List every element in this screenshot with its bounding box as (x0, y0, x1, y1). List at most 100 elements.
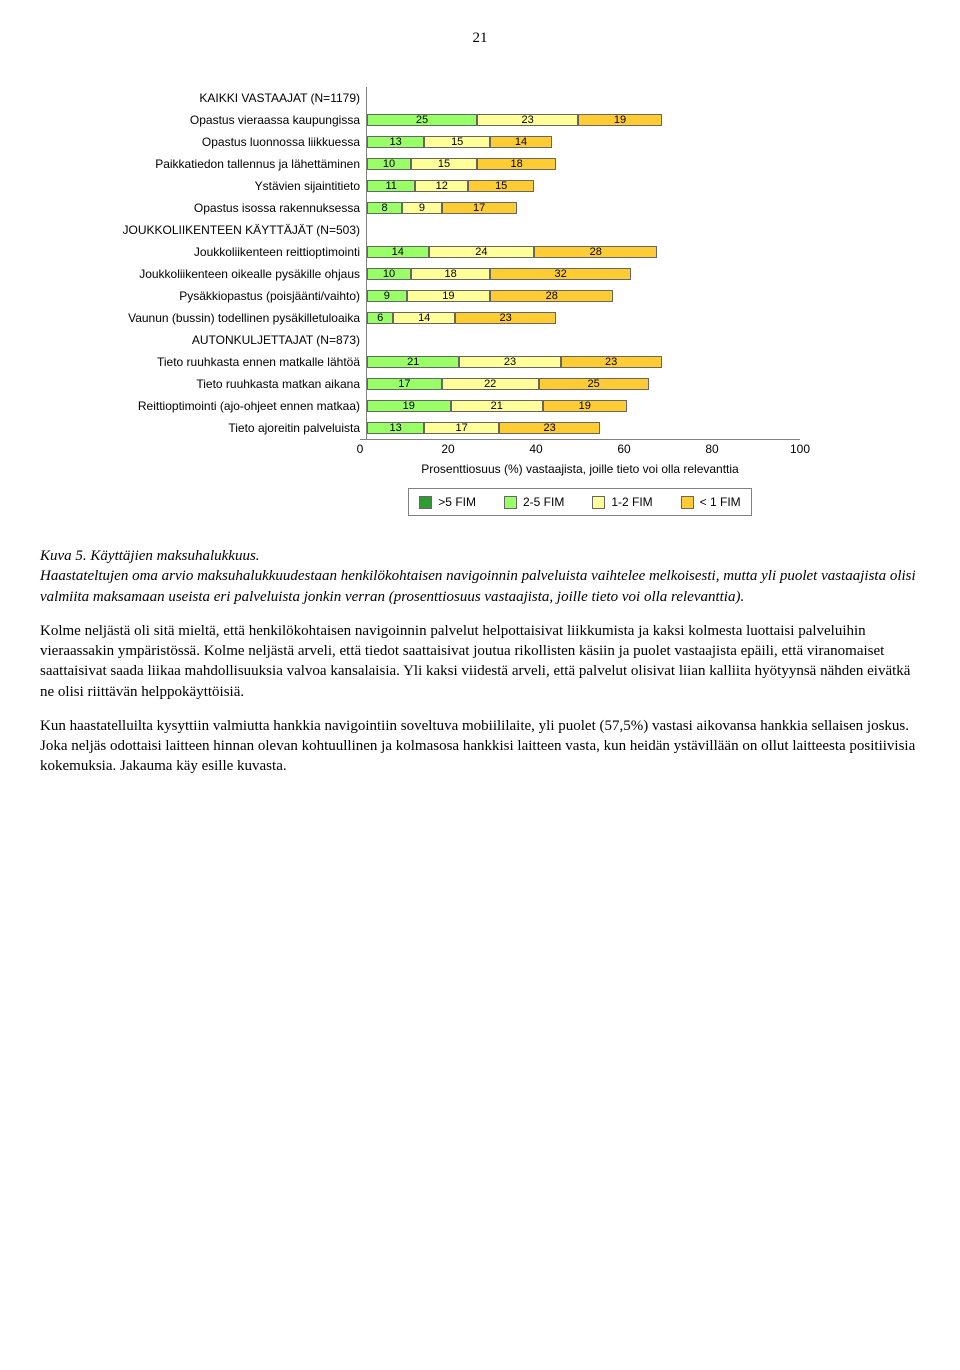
chart-bar-area: 192119 (366, 395, 807, 417)
legend-label: >5 FIM (438, 495, 476, 509)
chart-bar-row: Ystävien sijaintitieto111215 (100, 175, 820, 197)
chart-legend: >5 FIM 2-5 FIM 1-2 FIM < 1 FIM (408, 488, 751, 516)
chart-bar-area: 172225 (366, 373, 807, 395)
chart-bar-area: 212323 (366, 351, 807, 373)
chart-bar-row: Tieto ruuhkasta ennen matkalle lähtöä212… (100, 351, 820, 373)
chart-row-label: Joukkoliikenteen reittioptimointi (100, 245, 366, 259)
caption-body: Haastateltujen oma arvio maksuhalukkuude… (40, 568, 916, 604)
legend-label: < 1 FIM (700, 495, 741, 509)
bar-segment: 10 (367, 268, 411, 280)
chart-row-label: Pysäkkiopastus (poisjäänti/vaihto) (100, 289, 366, 303)
chart-bar-area (366, 219, 807, 241)
bar-segment: 25 (367, 114, 477, 126)
legend-swatch (419, 496, 432, 509)
legend-item: >5 FIM (419, 495, 476, 509)
x-axis: 020406080100 (360, 439, 800, 458)
chart-bar-row: Tieto ruuhkasta matkan aikana172225 (100, 373, 820, 395)
bar-segment: 24 (429, 246, 535, 258)
chart-bar-row: Joukkoliikenteen oikealle pysäkille ohja… (100, 263, 820, 285)
bar-segment: 14 (490, 136, 552, 148)
bar-segment: 11 (367, 180, 415, 192)
chart-bar-area: 61423 (366, 307, 807, 329)
bar-segment: 21 (367, 356, 459, 368)
legend-label: 1-2 FIM (611, 495, 652, 509)
x-axis-title: Prosenttiosuus (%) vastaajista, joille t… (360, 462, 800, 476)
chart-bar-row: Opastus luonnossa liikkuessa131514 (100, 131, 820, 153)
legend-swatch (504, 496, 517, 509)
bar-segment: 13 (367, 136, 424, 148)
bar-segment: 28 (534, 246, 657, 258)
legend-swatch (592, 496, 605, 509)
legend-swatch (681, 496, 694, 509)
chart-row-label: Opastus vieraassa kaupungissa (100, 113, 366, 127)
bar-segment: 8 (367, 202, 402, 214)
chart-bar-area: 252319 (366, 109, 807, 131)
bar-segment: 17 (367, 378, 442, 390)
chart-bar-area (366, 329, 807, 351)
figure-caption: Kuva 5. Käyttäjien maksuhalukkuus. Haast… (40, 546, 920, 607)
x-tick-label: 20 (441, 442, 454, 456)
bar-segment: 32 (490, 268, 631, 280)
bar-segment: 14 (393, 312, 455, 324)
chart-row-label: KAIKKI VASTAAJAT (N=1179) (100, 91, 366, 105)
chart-bar-row: Joukkoliikenteen reittioptimointi142428 (100, 241, 820, 263)
bar-segment: 14 (367, 246, 429, 258)
bar-segment: 6 (367, 312, 393, 324)
chart-row-label: Paikkatiedon tallennus ja lähettäminen (100, 157, 366, 171)
bar-segment: 19 (578, 114, 662, 126)
x-tick-label: 60 (617, 442, 630, 456)
chart-bar-row: Vaunun (bussin) todellinen pysäkilletulo… (100, 307, 820, 329)
chart-row-label: Ystävien sijaintitieto (100, 179, 366, 193)
chart-bar-row: Opastus isossa rakennuksessa8917 (100, 197, 820, 219)
bar-segment: 10 (367, 158, 411, 170)
bar-segment: 9 (367, 290, 407, 302)
chart-bar-row: Opastus vieraassa kaupungissa252319 (100, 109, 820, 131)
bar-segment: 23 (561, 356, 662, 368)
legend-item: 1-2 FIM (592, 495, 652, 509)
chart-bar-area (366, 87, 807, 109)
chart-row-label: Reittioptimointi (ajo-ohjeet ennen matka… (100, 399, 366, 413)
chart-bar-area: 101518 (366, 153, 807, 175)
bar-segment: 23 (477, 114, 578, 126)
legend-label: 2-5 FIM (523, 495, 564, 509)
x-tick-label: 80 (705, 442, 718, 456)
bar-segment: 22 (442, 378, 539, 390)
x-tick-label: 40 (529, 442, 542, 456)
bar-segment: 28 (490, 290, 613, 302)
chart-row-label: AUTONKULJETTAJAT (N=873) (100, 333, 366, 347)
chart-bar-row: Pysäkkiopastus (poisjäänti/vaihto)91928 (100, 285, 820, 307)
bar-segment: 15 (411, 158, 477, 170)
chart-bar-row: Reittioptimointi (ajo-ohjeet ennen matka… (100, 395, 820, 417)
chart-group-header: KAIKKI VASTAAJAT (N=1179) (100, 87, 820, 109)
chart-bar-area: 8917 (366, 197, 807, 219)
chart-row-label: JOUKKOLIIKENTEEN KÄYTTÄJÄT (N=503) (100, 223, 366, 237)
chart-row-label: Vaunun (bussin) todellinen pysäkilletulo… (100, 311, 366, 325)
chart-bar-area: 131723 (366, 417, 807, 439)
chart-bar-row: Tieto ajoreitin palveluista131723 (100, 417, 820, 439)
chart-row-label: Opastus isossa rakennuksessa (100, 201, 366, 215)
bar-segment: 18 (411, 268, 490, 280)
body-paragraph-1: Kolme neljästä oli sitä mieltä, että hen… (40, 621, 920, 702)
stacked-bar-chart: KAIKKI VASTAAJAT (N=1179) Opastus vieraas… (100, 87, 820, 516)
page-number: 21 (40, 30, 920, 47)
bar-segment: 19 (543, 400, 627, 412)
chart-bar-row: Paikkatiedon tallennus ja lähettäminen10… (100, 153, 820, 175)
bar-segment: 13 (367, 422, 424, 434)
bar-segment: 12 (415, 180, 468, 192)
body-paragraph-2: Kun haastatelluilta kysyttiin valmiutta … (40, 716, 920, 777)
bar-segment: 17 (442, 202, 517, 214)
chart-row-label: Joukkoliikenteen oikealle pysäkille ohja… (100, 267, 366, 281)
bar-segment: 19 (367, 400, 451, 412)
caption-title: Kuva 5. Käyttäjien maksuhalukkuus. (40, 548, 260, 564)
chart-bar-area: 91928 (366, 285, 807, 307)
chart-row-label: Tieto ajoreitin palveluista (100, 421, 366, 435)
bar-segment: 15 (468, 180, 534, 192)
bar-segment: 23 (459, 356, 560, 368)
legend-item: 2-5 FIM (504, 495, 564, 509)
x-tick-label: 0 (357, 442, 364, 456)
bar-segment: 23 (455, 312, 556, 324)
chart-bar-area: 101832 (366, 263, 807, 285)
chart-row-label: Tieto ruuhkasta matkan aikana (100, 377, 366, 391)
x-tick-label: 100 (790, 442, 810, 456)
chart-group-header: JOUKKOLIIKENTEEN KÄYTTÄJÄT (N=503) (100, 219, 820, 241)
